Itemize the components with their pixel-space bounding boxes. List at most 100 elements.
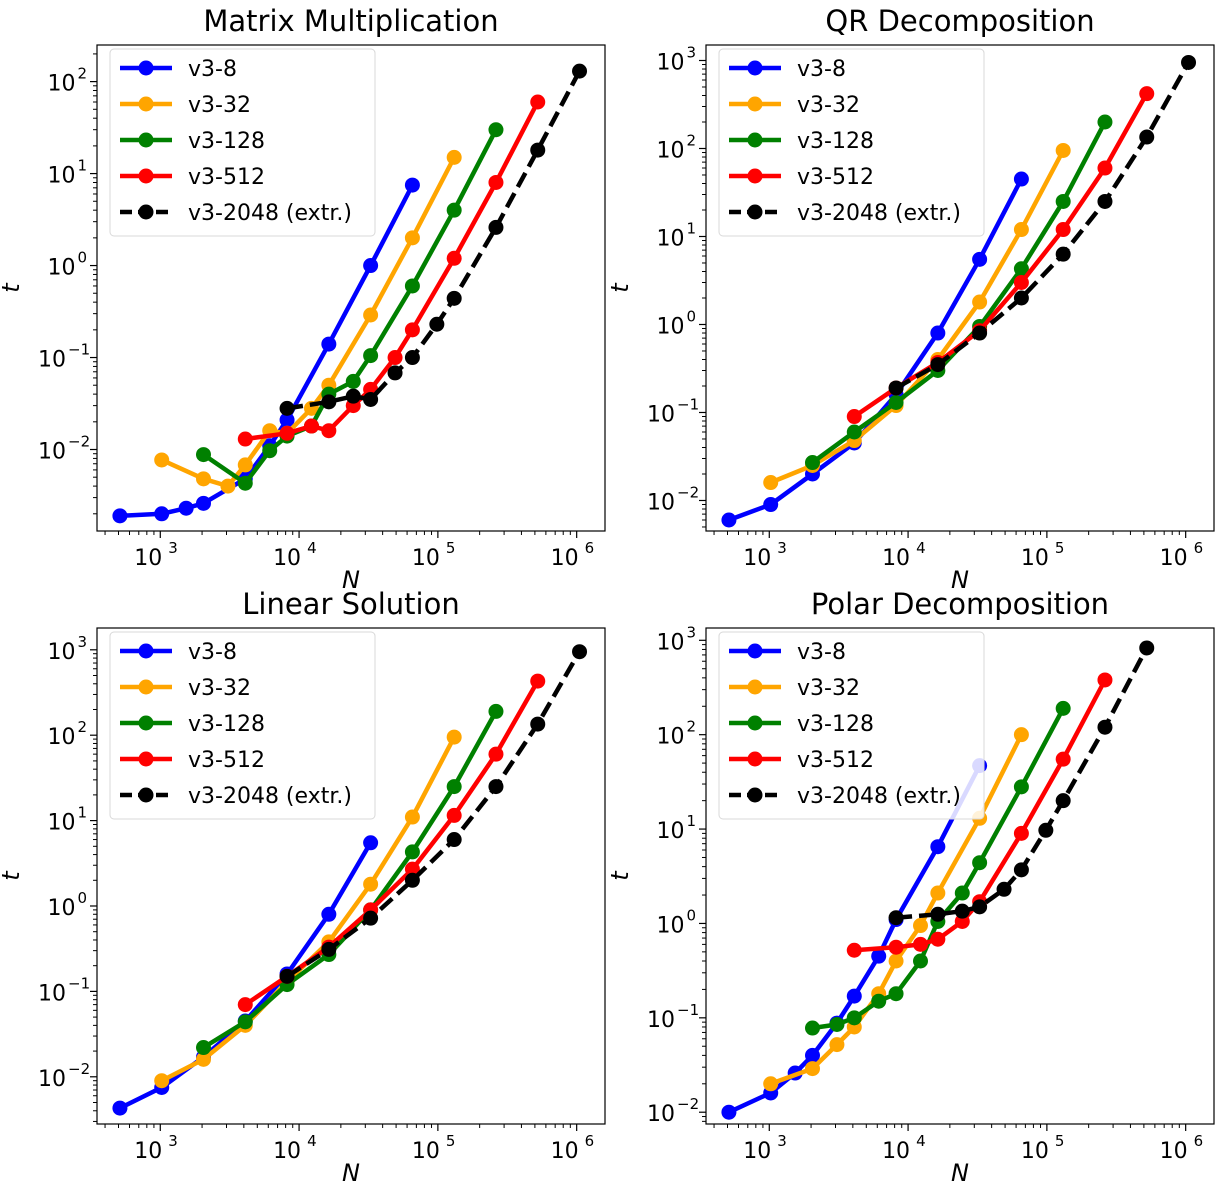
data-point xyxy=(154,1073,170,1089)
series-v3-512 xyxy=(237,94,546,447)
y-tick-label: 10 xyxy=(657,138,685,163)
x-tick-label: 10 xyxy=(273,1139,301,1164)
x-tick-label: 10 xyxy=(412,1139,440,1164)
data-point xyxy=(888,939,904,955)
legend-marker xyxy=(138,168,154,184)
chart-title: Polar Decomposition xyxy=(811,587,1109,621)
legend-marker xyxy=(138,60,154,76)
plot-area xyxy=(721,640,1155,1120)
data-point xyxy=(488,219,504,235)
x-axis-label: N xyxy=(951,566,969,594)
legend-marker xyxy=(747,643,763,659)
plot-area xyxy=(112,644,588,1116)
series-v3-8 xyxy=(112,835,379,1116)
data-point xyxy=(195,1040,211,1056)
data-point xyxy=(763,1076,779,1092)
data-point xyxy=(954,885,970,901)
data-point xyxy=(404,322,420,338)
legend-entry: v3-2048 (extr.) xyxy=(797,201,961,226)
legend-entry: v3-2048 (extr.) xyxy=(188,201,352,226)
data-point xyxy=(1139,640,1155,656)
y-tick-label: 10 xyxy=(657,819,685,844)
x-tick-label: 10 xyxy=(882,546,910,571)
x-tick-label: 10 xyxy=(551,1139,579,1164)
data-point xyxy=(195,471,211,487)
data-point xyxy=(1055,222,1071,238)
legend-marker xyxy=(747,96,763,112)
legend-marker xyxy=(747,751,763,767)
data-point xyxy=(888,953,904,969)
data-point xyxy=(488,174,504,190)
data-point xyxy=(1013,862,1029,878)
data-point xyxy=(154,506,170,522)
data-point xyxy=(930,931,946,947)
data-point xyxy=(237,1014,253,1030)
x-tick-exponent: 5 xyxy=(446,539,456,557)
data-point xyxy=(804,455,820,471)
data-point xyxy=(446,779,462,795)
y-tick-label: 10 xyxy=(48,256,76,281)
plot-area xyxy=(112,63,588,524)
data-point xyxy=(846,409,862,425)
x-tick-exponent: 5 xyxy=(1055,539,1065,557)
data-point xyxy=(488,703,504,719)
x-tick-exponent: 5 xyxy=(1055,1132,1065,1150)
legend-entry: v3-2048 (extr.) xyxy=(797,784,961,809)
legend-entry: v3-2048 (extr.) xyxy=(188,784,352,809)
legend-marker xyxy=(747,715,763,731)
y-tick-label: 10 xyxy=(48,640,76,665)
data-point xyxy=(1055,793,1071,809)
data-point xyxy=(321,941,337,957)
series-v3-2048 (extr.) xyxy=(279,644,588,984)
legend-marker xyxy=(138,715,154,731)
data-point xyxy=(912,953,928,969)
series-v3-512 xyxy=(846,672,1113,958)
data-point xyxy=(996,881,1012,897)
y-axis-label: t xyxy=(606,870,634,881)
data-point xyxy=(279,968,295,984)
data-point xyxy=(321,394,337,410)
legend-box xyxy=(718,48,985,237)
x-tick-exponent: 5 xyxy=(446,1132,456,1150)
data-point xyxy=(1097,114,1113,130)
y-tick-label: 10 xyxy=(657,630,685,655)
axes-frame xyxy=(705,627,1215,1125)
data-point xyxy=(279,400,295,416)
data-point xyxy=(871,948,887,964)
x-tick-exponent: 4 xyxy=(307,1132,317,1150)
legend: v3-8 v3-32 v3-128 v3-512 v3-2048 (extr.) xyxy=(109,48,376,237)
legend-marker xyxy=(747,204,763,220)
legend-entry: v3-8 xyxy=(188,640,237,665)
data-point xyxy=(1013,171,1029,187)
data-point xyxy=(446,807,462,823)
series-line xyxy=(895,646,1149,920)
chart-title: QR Decomposition xyxy=(825,4,1094,38)
data-point xyxy=(1013,275,1029,291)
data-point xyxy=(972,251,988,267)
data-point xyxy=(279,425,295,441)
y-tick-label: 10 xyxy=(657,725,685,750)
x-tick-label: 10 xyxy=(882,1139,910,1164)
data-point xyxy=(829,1037,845,1053)
legend-marker xyxy=(747,787,763,803)
data-point xyxy=(1097,193,1113,209)
data-point xyxy=(1097,672,1113,688)
y-tick-label: 10 xyxy=(38,1067,66,1092)
x-tick-exponent: 4 xyxy=(307,539,317,557)
x-tick-exponent: 3 xyxy=(777,1132,787,1150)
legend-entry: v3-512 xyxy=(797,165,874,190)
series-line xyxy=(119,184,415,519)
x-tick-exponent: 6 xyxy=(585,539,595,557)
data-point xyxy=(721,1104,737,1120)
data-point xyxy=(488,779,504,795)
x-tick-label: 10 xyxy=(1160,1139,1188,1164)
data-point xyxy=(530,94,546,110)
legend-box xyxy=(109,48,376,237)
legend-marker xyxy=(138,643,154,659)
y-axis-label: t xyxy=(0,870,25,881)
y-tick-label: 10 xyxy=(657,226,685,251)
data-point xyxy=(488,746,504,762)
data-point xyxy=(345,373,361,389)
